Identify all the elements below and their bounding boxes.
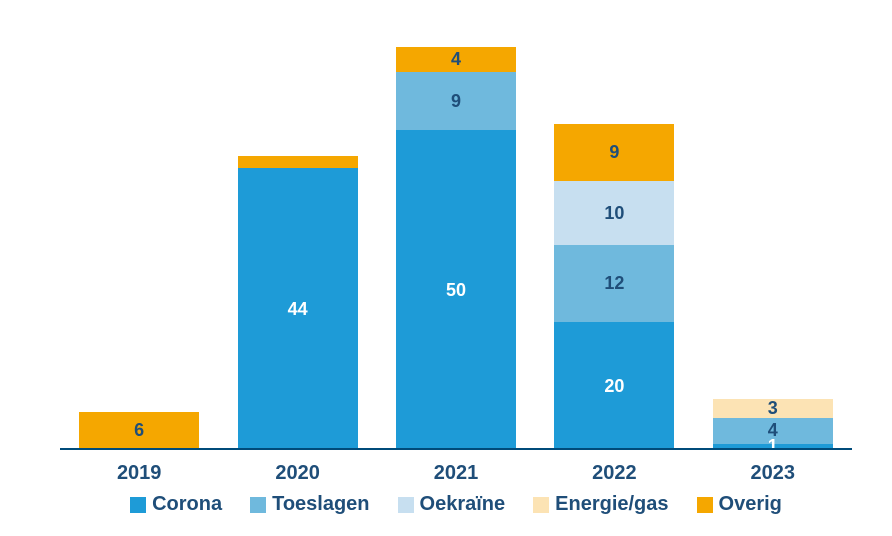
- bars-container: 6 44 2 50 9 4 20 12 10 9 143: [60, 20, 852, 450]
- legend-item-corona: Corona: [130, 493, 222, 516]
- value-label: 10: [604, 203, 624, 224]
- legend-item-oekraine: Oekraïne: [398, 493, 506, 516]
- value-label: 12: [604, 273, 624, 294]
- segment-2019-overig: 6: [79, 412, 199, 450]
- segment-2022-oekraine: 10: [554, 181, 674, 245]
- value-label: 50: [446, 280, 466, 301]
- x-axis-baseline: [60, 448, 852, 450]
- value-label: 2: [238, 136, 358, 157]
- legend-swatch-corona: [130, 497, 146, 513]
- x-label-2023: 2023: [713, 462, 833, 485]
- legend-swatch-overig: [697, 497, 713, 513]
- bar-2022: 20 12 10 9: [554, 124, 674, 450]
- legend-label: Energie/gas: [555, 493, 668, 516]
- value-label: 9: [451, 91, 461, 112]
- legend-swatch-energie: [533, 497, 549, 513]
- bar-2020: 44 2: [238, 156, 358, 450]
- value-label: 4: [451, 49, 461, 70]
- segment-2021-overig: 4: [396, 47, 516, 73]
- segment-2021-toeslagen: 9: [396, 72, 516, 130]
- legend-label: Oekraïne: [420, 493, 506, 516]
- segment-2023-energie: 3: [713, 399, 833, 418]
- legend-item-energie: Energie/gas: [533, 493, 668, 516]
- legend-item-toeslagen: Toeslagen: [250, 493, 369, 516]
- value-label: 44: [288, 299, 308, 320]
- legend-swatch-oekraine: [398, 497, 414, 513]
- bar-2023: 143: [713, 399, 833, 450]
- x-label-2020: 2020: [238, 462, 358, 485]
- value-label: 6: [134, 420, 144, 441]
- value-label: 3: [768, 398, 778, 419]
- legend-label: Toeslagen: [272, 493, 369, 516]
- value-label: 20: [604, 376, 624, 397]
- x-label-2022: 2022: [554, 462, 674, 485]
- segment-2020-corona: 44: [238, 168, 358, 450]
- plot-area: 6 44 2 50 9 4 20 12 10 9 143: [60, 20, 852, 450]
- legend-swatch-toeslagen: [250, 497, 266, 513]
- x-label-2021: 2021: [396, 462, 516, 485]
- bar-2019: 6: [79, 412, 199, 450]
- segment-2022-toeslagen: 12: [554, 245, 674, 322]
- segment-2022-overig: 9: [554, 124, 674, 182]
- stacked-bar-chart: 644250942012109143 20192020202120222023 …: [0, 0, 892, 536]
- bar-2021: 50 9 4: [396, 47, 516, 450]
- legend-item-overig: Overig: [697, 493, 782, 516]
- segment-2021-corona: 50: [396, 130, 516, 450]
- x-axis-labels: 2019 2020 2021 2022 2023: [60, 462, 852, 485]
- segment-2020-overig: 2: [238, 156, 358, 169]
- legend-label: Overig: [719, 493, 782, 516]
- value-label: 1: [768, 436, 778, 457]
- legend: Corona Toeslagen Oekraïne Energie/gas Overig: [60, 493, 852, 516]
- value-label: 9: [609, 142, 619, 163]
- segment-2022-corona: 20: [554, 322, 674, 450]
- legend-label: Corona: [152, 493, 222, 516]
- x-label-2019: 2019: [79, 462, 199, 485]
